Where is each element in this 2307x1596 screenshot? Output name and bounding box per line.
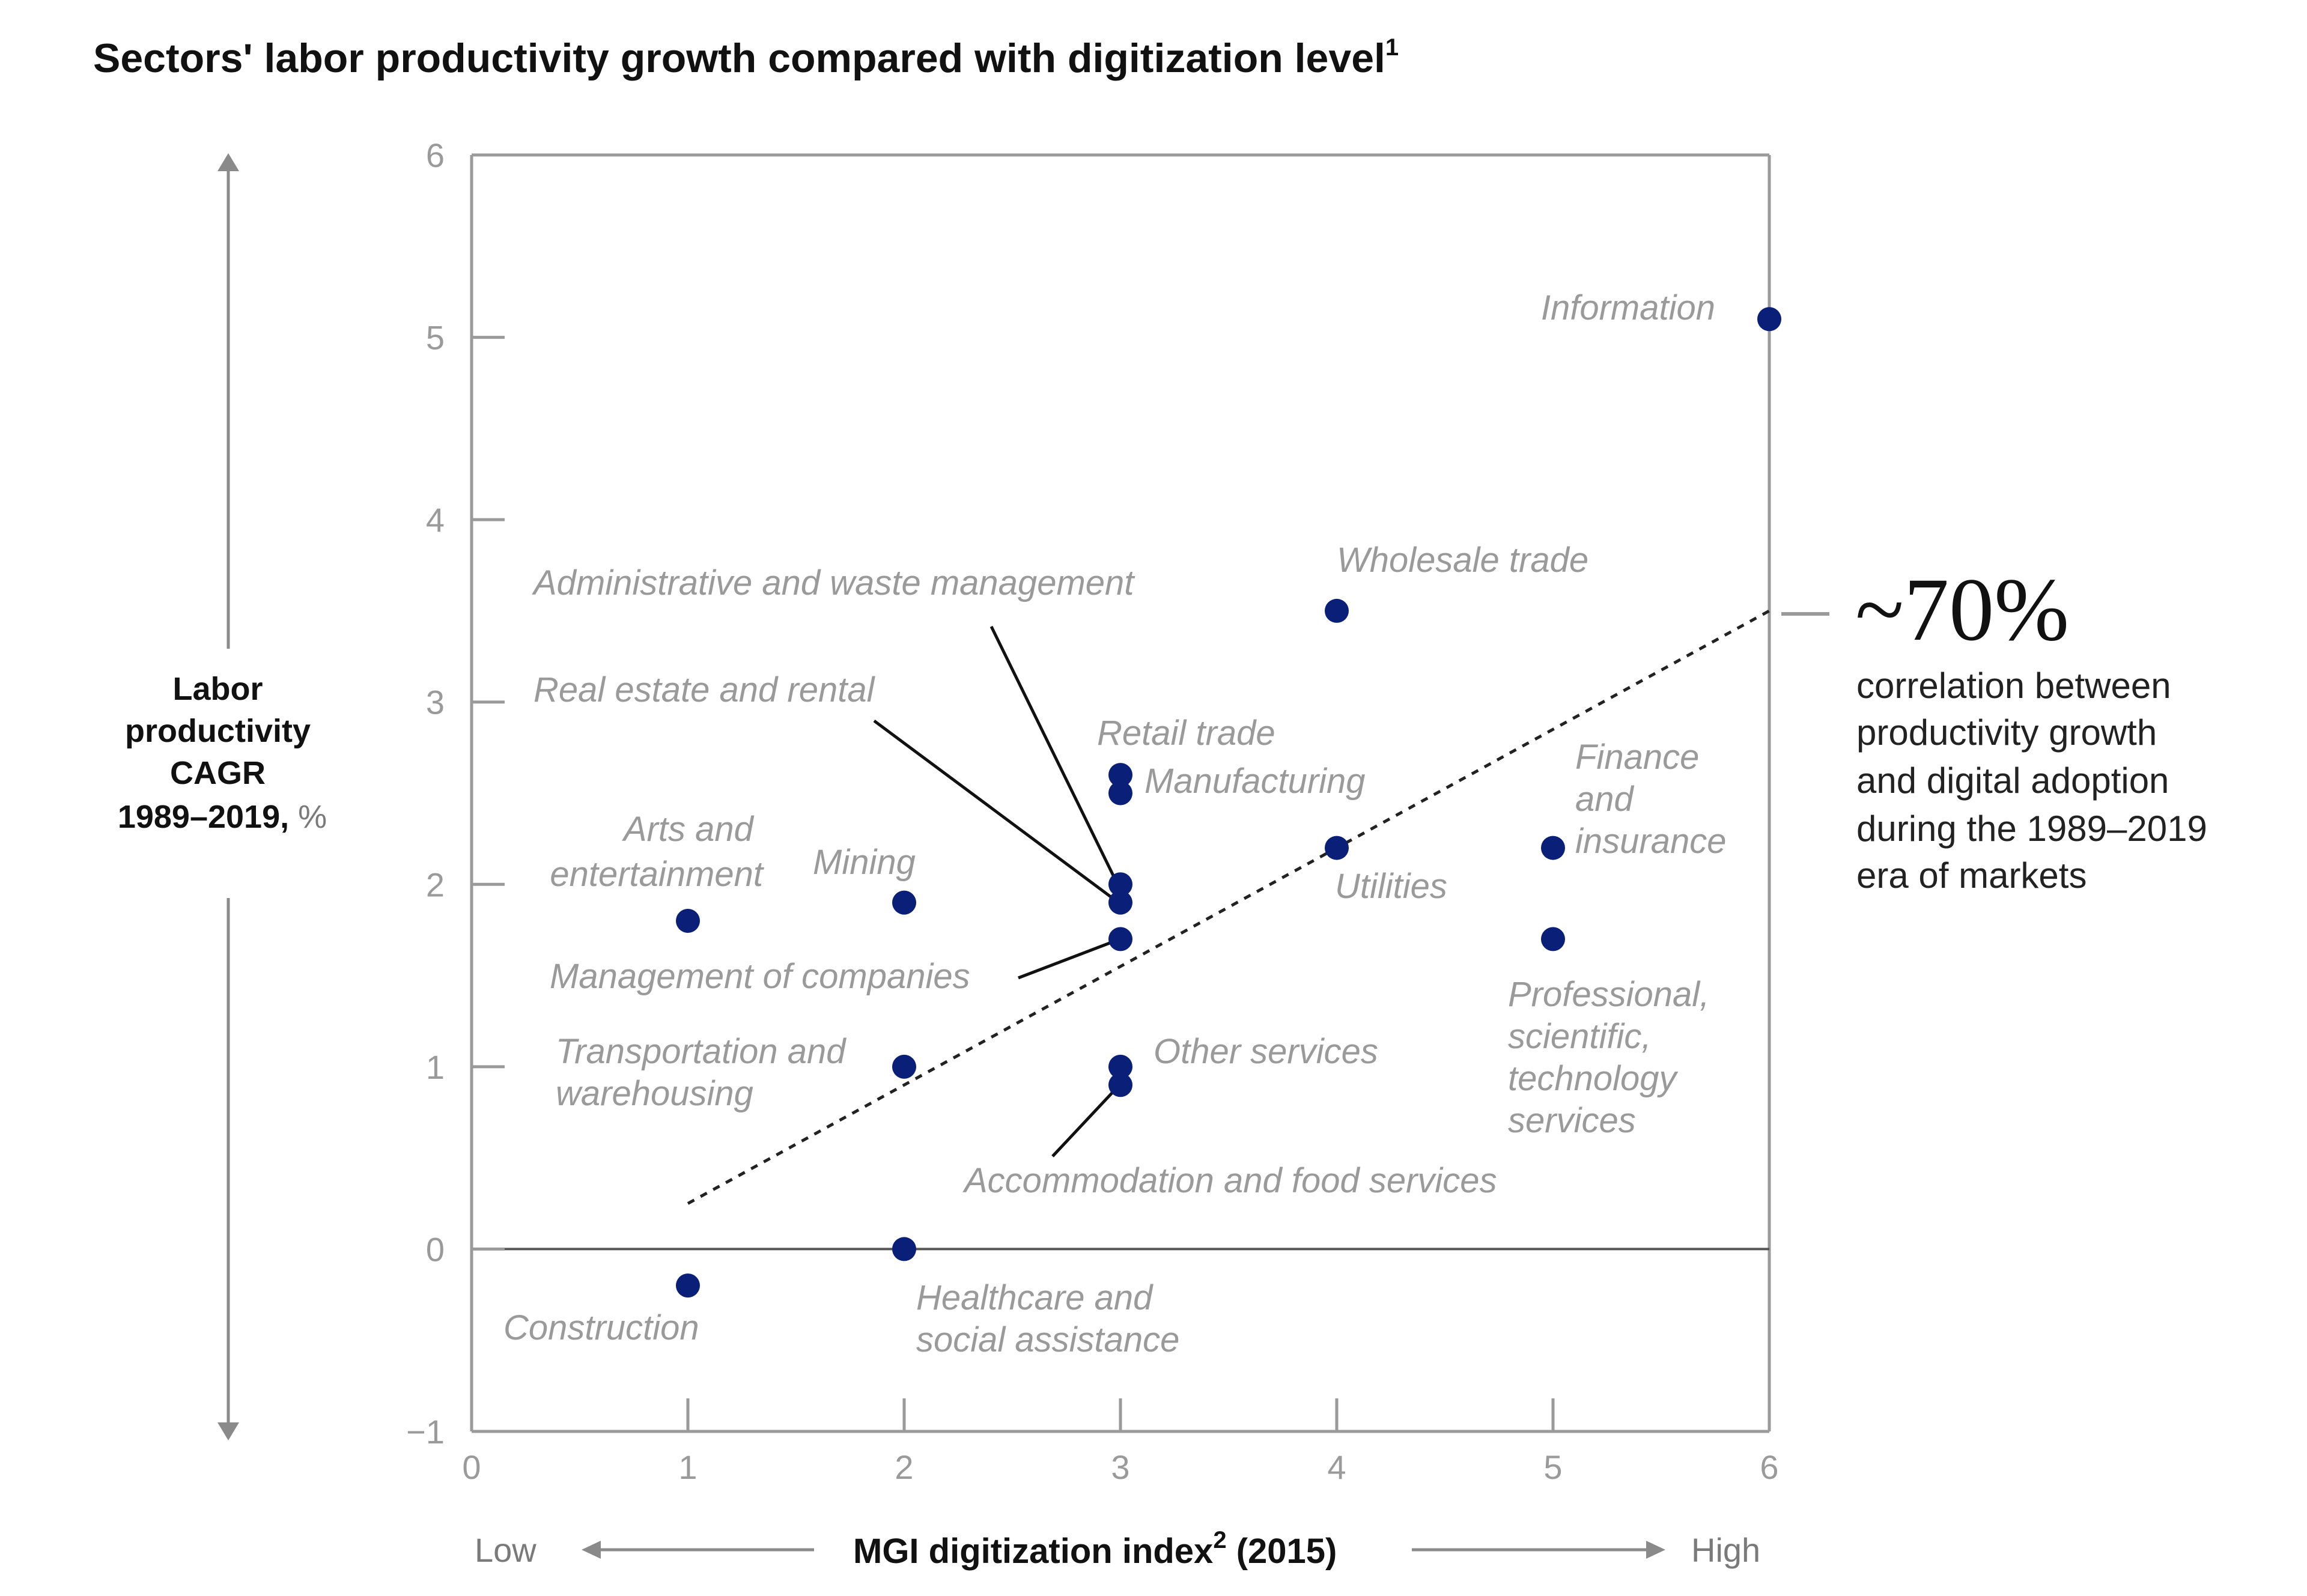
callout-line: and digital adoption (1856, 760, 2169, 801)
point-labels: Information Wholesale trade Retail trade… (503, 288, 1726, 1359)
point-wholesale-trade (1325, 598, 1349, 623)
point-utilities (1325, 836, 1349, 860)
x-tick-label: 0 (462, 1448, 481, 1486)
y-axis-title-year: 1989–2019, (118, 799, 289, 835)
label-transport: Transportation and warehousing (556, 1032, 856, 1113)
callout-line: during the 1989–2019 (1856, 809, 2207, 849)
label-retail: Retail trade (1097, 714, 1275, 753)
point-manufacturing (1108, 781, 1132, 806)
x-axis-title-text: MGI digitization index (853, 1532, 1213, 1571)
point-construction (676, 1273, 700, 1298)
point-healthcare-and-social-assistance (892, 1237, 916, 1261)
leader-admin (989, 625, 1122, 891)
leader-accommodation (1051, 1087, 1117, 1158)
label-manufacturing: Manufacturing (1144, 762, 1366, 801)
x-axis-arrows (582, 1541, 1665, 1559)
callout-text: correlation between productivity growth … (1856, 666, 2217, 896)
x-axis-high-label: High (1691, 1531, 1760, 1569)
chart-title-text: Sectors' labor productivity growth compa… (93, 35, 1385, 81)
label-management: Management of companies (550, 957, 970, 996)
chart-title: Sectors' labor productivity growth compa… (93, 34, 1399, 81)
leader-lines (873, 625, 1122, 1158)
x-tick-label: 4 (1327, 1448, 1346, 1486)
scatter-points (676, 307, 1781, 1298)
x-tick-label: 2 (895, 1448, 913, 1486)
point-administrative-and-waste-management (1108, 872, 1132, 897)
point-real-estate-and-rental (1108, 890, 1132, 915)
point-professional-scientific-technology-services (1541, 927, 1565, 951)
leader-realestate (873, 719, 1122, 906)
label-healthcare: Healthcare and social assistance (916, 1278, 1179, 1359)
y-axis-title: Labor productivity CAGR 1989–2019, % (118, 671, 327, 835)
label-mining: Mining (813, 843, 916, 882)
label-accommodation: Accommodation and food services (962, 1161, 1497, 1200)
label-construction: Construction (503, 1308, 699, 1347)
y-tick-label: 3 (426, 684, 445, 721)
label-other: Other services (1154, 1032, 1378, 1071)
y-tick-label: 6 (426, 136, 445, 174)
point-retail-trade (1108, 763, 1132, 787)
callout-value: ~70% (1855, 560, 2069, 660)
y-tick-label: 1 (426, 1048, 445, 1086)
y-axis-arrow (217, 153, 239, 1440)
x-axis-title: MGI digitization index2 (2015) (853, 1527, 1337, 1571)
y-tick-label: 5 (426, 319, 445, 357)
y-axis-title-line: productivity (125, 713, 311, 749)
x-tick-label: 1 (678, 1448, 697, 1486)
label-finance: Finance and insurance (1575, 738, 1726, 861)
point-arts-and-entertainment (676, 909, 700, 933)
y-axis-title-line: CAGR (170, 755, 266, 791)
label-information: Information (1541, 288, 1715, 327)
callout-line: correlation between (1856, 666, 2171, 706)
trendline (687, 609, 1771, 1205)
y-axis-title-unit: % (289, 799, 327, 835)
label-admin: Administrative and waste management (532, 563, 1135, 602)
callout-line: era of markets (1856, 855, 2087, 896)
y-tick-label: 0 (426, 1230, 445, 1268)
y-tick-label: −1 (406, 1413, 445, 1451)
x-tick-label: 5 (1543, 1448, 1562, 1486)
point-other-services (1108, 1054, 1132, 1079)
label-wholesale: Wholesale trade (1337, 541, 1588, 580)
point-management-of-companies (1108, 927, 1132, 951)
y-axis-title-line: Labor (172, 671, 263, 707)
x-axis-low-label: Low (475, 1531, 536, 1569)
y-axis-ticks: −1 0 1 2 3 4 5 6 (406, 136, 505, 1451)
x-tick-label: 6 (1760, 1448, 1778, 1486)
point-finance-and-insurance (1541, 836, 1565, 860)
label-professional: Professional, scientific, technology ser… (1508, 975, 1719, 1140)
point-mining (892, 890, 916, 915)
x-axis-ticks: 0 1 2 3 4 5 6 (462, 1398, 1779, 1486)
x-axis-title-footnote: 2 (1213, 1527, 1226, 1553)
y-tick-label: 4 (426, 501, 445, 539)
callout-line: productivity growth (1856, 712, 2157, 753)
x-axis-title-suffix: (2015) (1227, 1532, 1337, 1571)
point-transportation-and-warehousing (892, 1054, 916, 1079)
leader-management (1018, 938, 1118, 980)
chart-title-footnote: 1 (1385, 34, 1399, 61)
x-tick-label: 3 (1111, 1448, 1129, 1486)
y-tick-label: 2 (426, 866, 445, 903)
label-realestate: Real estate and rental (533, 670, 876, 709)
point-accommodation-and-food-services (1108, 1073, 1132, 1097)
label-arts: Arts and entertainment (550, 810, 765, 894)
label-utilities: Utilities (1335, 867, 1447, 906)
point-information (1757, 307, 1781, 332)
